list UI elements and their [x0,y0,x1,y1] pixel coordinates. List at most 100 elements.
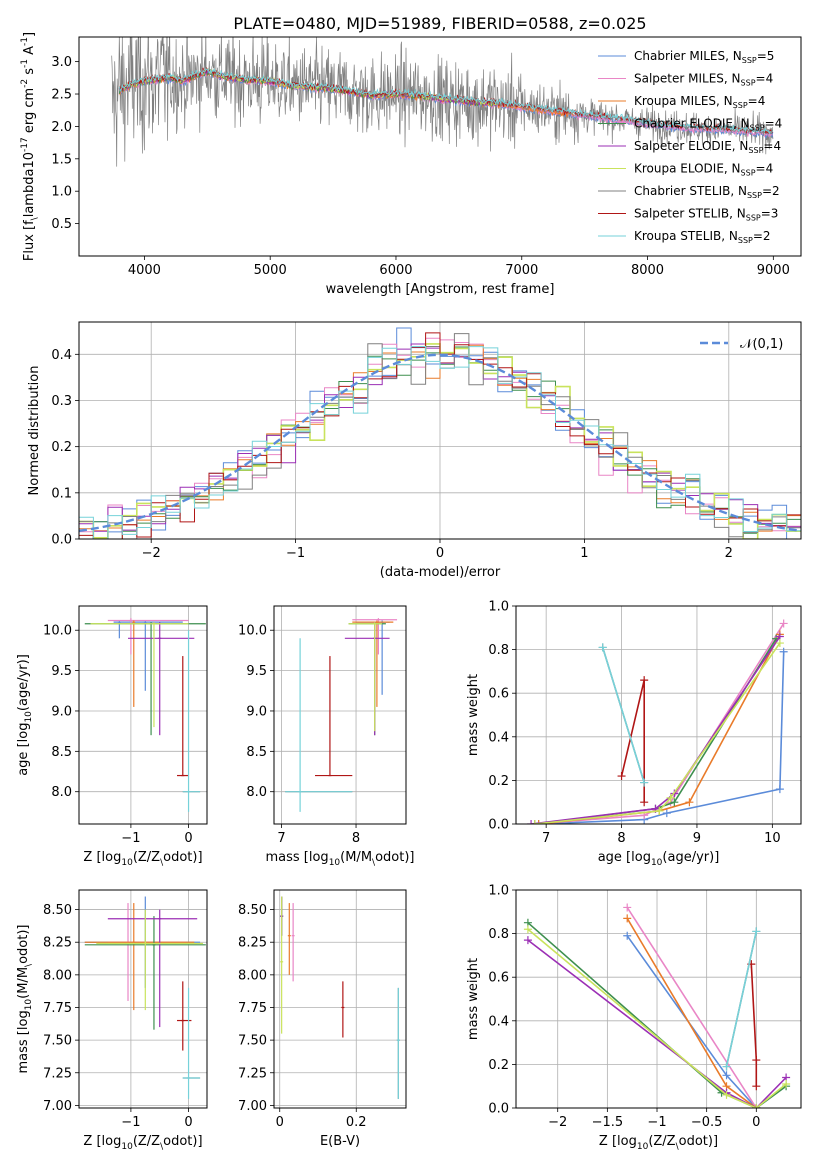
x-tick-label: 2 [725,546,733,561]
x-tick-label: 8 [617,831,625,846]
weight-marker [666,793,675,802]
weight-line-8 [601,647,645,783]
weight-line-7 [620,679,645,803]
weight-line-2 [538,633,781,824]
weight-marker [523,925,532,934]
weight-marker [782,1080,791,1089]
y-tick-label: 7.75 [238,1001,267,1016]
y-tick-label: 8.0 [51,785,72,800]
errorbar-point [96,909,203,1011]
x-tick-label: −1 [286,546,305,561]
errorbar-point [182,630,201,812]
y-tick-label: 0.8 [488,643,509,658]
y-tick-label: 8.50 [43,903,72,918]
y-axis-label: mass weight [466,674,481,756]
plot-area [285,618,398,812]
weight-marker [752,927,761,936]
legend-label: Chabrier STELIB, NSSP=2 [634,184,780,200]
errorbar-point [348,622,383,732]
y-tick-label: 8.25 [238,936,267,951]
x-tick-label: −2 [548,1115,567,1130]
y-tick-label: 2.0 [51,120,72,135]
x-tick-label: 7000 [505,263,538,278]
x-tick-label: −2 [142,546,161,561]
plot-area [84,896,206,1099]
x-tick-label: 5000 [254,263,287,278]
weight-marker [722,1062,731,1071]
y-tick-label: 0.2 [51,440,72,455]
y-tick-label: 7.00 [238,1099,267,1114]
y-tick-label: 8.50 [238,903,267,918]
x-axis-label: E(B-V) [320,1134,360,1149]
weight-line-8 [725,931,758,1067]
y-axis-label: mass [log10(M/M\odot)] [16,924,34,1073]
histogram-8 [79,346,801,539]
y-tick-label: 0.4 [488,1014,509,1029]
y-tick-label: 7.50 [43,1034,72,1049]
model-spectrum-8 [118,67,774,135]
weight-line-5 [527,928,787,1108]
errorbar-point [177,656,189,777]
axes-frame [273,889,407,1109]
weight-marker [623,931,632,940]
plot-area [111,37,774,167]
plot-area [527,619,788,824]
errorbar-point [352,620,394,707]
plot-area [79,327,801,539]
y-tick-label: 9.0 [246,704,267,719]
weight-line-2 [626,917,757,1108]
weight-line-4 [531,636,781,824]
y-tick-label: 0.0 [488,818,509,833]
panel-mass_vs_Z: −1 0 7.00 7.25 7.50 7.75 8.00 8.25 8.50 Z [log10(… [16,889,208,1152]
y-tick-label: 9.5 [246,664,267,679]
weight-marker [775,785,784,794]
weight-marker [534,820,543,824]
model-spectrum-7 [118,67,774,135]
x-tick-label: 0 [436,546,444,561]
weight-marker [752,1082,761,1091]
legend-label: Kroupa ELODIE, NSSP=4 [634,162,773,178]
y-tick-label: 7.50 [238,1034,267,1049]
x-tick-label: 0 [752,1115,760,1130]
y-tick-label: 9.5 [51,664,72,679]
y-tick-label: 7.25 [43,1066,72,1081]
errorbar-point [182,987,201,1099]
weight-line-5 [534,642,781,824]
legend-label: Salpeter MILES, NSSP=4 [634,72,773,88]
y-tick-label: 10.0 [43,624,72,639]
plot-area [280,896,400,1099]
errorbar-point [315,656,353,777]
y-tick-label: 7.25 [238,1066,267,1081]
legend-label: Salpeter STELIB, NSSP=3 [634,207,778,223]
y-axis-label: Flux [f\lambda10-17 erg cm-2 s-1 A-1] [20,32,40,261]
y-tick-label: 8.5 [51,745,72,760]
axes-frame [78,889,208,1109]
y-tick-label: 0.3 [51,394,72,409]
errorbar-point [287,903,291,975]
y-tick-label: 0.5 [51,217,72,232]
weight-marker [775,639,784,648]
weight-marker [685,798,694,807]
errorbar-point [285,638,353,812]
weight-line-1 [626,906,757,1108]
weight-marker [523,936,532,945]
spectrum-legend: Chabrier MILES, NSSP=5 Salpeter MILES, NS… [598,49,782,245]
y-tick-label: 9.0 [51,704,72,719]
x-tick-label: 9 [693,831,701,846]
x-tick-label: 4000 [128,263,161,278]
y-axis-label: mass weight [466,958,481,1040]
x-tick-label: 7 [542,831,550,846]
errorbar-point [356,620,390,695]
weight-marker [779,647,788,656]
y-tick-label: 1.0 [488,884,509,899]
y-tick-label: 0.4 [51,348,72,363]
x-tick-label: 10 [764,831,781,846]
legend-label: Chabrier MILES, NSSP=5 [634,49,774,65]
x-tick-label: 7 [277,831,285,846]
weight-marker [640,778,649,787]
panel-age_vs_mass: 7 8 8.0 8.5 9.0 9.5 10.0 mass [log10(M/M\odot)] [238,605,415,868]
panel-mass_vs_ebv: 0 0.2 7.00 7.25 7.50 7.75 8.00 8.25 8.50 E(B-V) [238,889,407,1149]
axes-frame [78,605,208,825]
x-axis-label: (data-model)/error [380,565,501,580]
legend-label: Kroupa STELIB, NSSP=2 [634,229,771,245]
